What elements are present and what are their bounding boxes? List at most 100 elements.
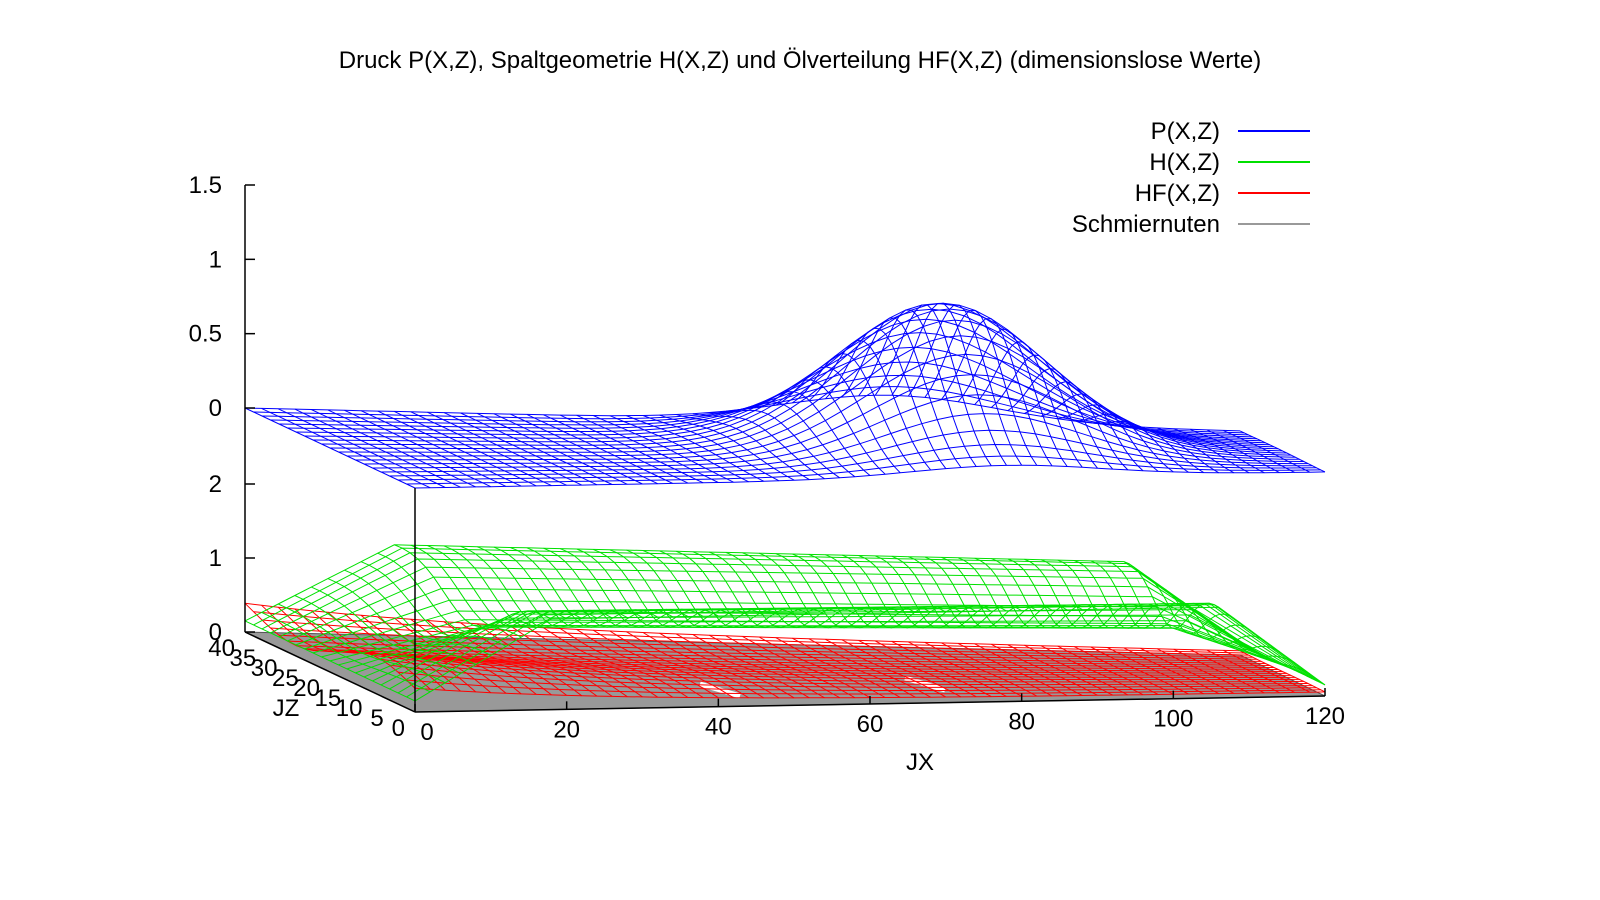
mesh-line [593, 415, 734, 483]
mesh-line [477, 546, 628, 628]
mesh-line [1074, 560, 1174, 629]
mesh-line [1190, 608, 1280, 653]
mesh-line [460, 412, 613, 485]
mesh-line [974, 643, 1083, 696]
mesh-line [526, 547, 674, 628]
mesh-line [526, 626, 674, 698]
x-axis-label: JX [906, 749, 934, 776]
mesh-line [991, 643, 1098, 696]
mesh-line [642, 415, 780, 482]
mesh-line [261, 407, 431, 489]
mesh-line [460, 622, 613, 697]
mesh-line [576, 628, 719, 699]
mesh-line [609, 415, 749, 483]
x-tick-label: 80 [1008, 708, 1035, 735]
mesh-line [1223, 649, 1311, 693]
mesh-line [924, 309, 1038, 466]
p-surface [244, 302, 1326, 489]
legend-label: H(X,Z) [1149, 149, 1220, 176]
mesh-line [360, 561, 522, 638]
mesh-line [327, 409, 492, 488]
mesh-line [1190, 428, 1280, 474]
mesh-line [974, 557, 1083, 629]
mesh-line [427, 545, 583, 628]
mesh-line [1223, 429, 1311, 473]
mesh-line [1107, 424, 1204, 474]
mesh-line [1123, 647, 1220, 695]
y-tick-label: 25 [272, 665, 299, 692]
mesh-line [1206, 429, 1295, 473]
mesh-line [1024, 558, 1129, 629]
mesh-line [957, 642, 1068, 697]
mesh-line [841, 317, 962, 468]
mesh-line [543, 627, 689, 698]
mesh-line [709, 409, 840, 479]
mesh-line [891, 640, 1007, 697]
mesh-line [659, 632, 795, 699]
legend-label: P(X,Z) [1151, 118, 1220, 145]
mesh-line [841, 639, 962, 698]
mesh-line [360, 410, 522, 487]
mesh-line [725, 401, 856, 478]
mesh-line [1007, 558, 1113, 629]
mesh-line [1007, 644, 1113, 696]
mesh-line [344, 409, 507, 487]
mesh-line [758, 552, 886, 629]
mesh-line [1173, 648, 1265, 694]
lower-z-ticks: 0 1 2 [209, 471, 255, 646]
mesh-line [1206, 619, 1295, 664]
y-tick-label: 10 [336, 695, 363, 722]
mesh-line [1107, 560, 1204, 629]
mesh-line [377, 410, 537, 487]
mesh-line [908, 641, 1022, 697]
mesh-line [493, 413, 643, 485]
mesh-line [1140, 647, 1235, 694]
y-tick-label: 40 [208, 635, 235, 662]
mesh-line [1140, 426, 1235, 474]
y-tick-label: 5 [370, 705, 383, 732]
mesh-line [410, 544, 567, 628]
x-tick-label: 60 [857, 711, 884, 738]
mesh-line [858, 309, 977, 467]
mesh-line [1239, 643, 1326, 686]
mesh-line [261, 611, 431, 693]
mesh-line [1156, 427, 1250, 474]
mesh-line [443, 621, 598, 697]
mesh-line [841, 554, 962, 629]
z-tick-label: 0 [209, 619, 222, 646]
y-axis-line [244, 631, 416, 713]
mesh-line [808, 553, 931, 629]
mesh-line [775, 553, 901, 629]
mesh-line [593, 548, 734, 628]
legend-label: Schmiernuten [1072, 211, 1220, 238]
mesh-line [1007, 367, 1114, 470]
mesh-line [675, 633, 810, 699]
x-tick-label: 100 [1153, 706, 1193, 733]
mesh-line [709, 551, 840, 629]
mesh-line [410, 411, 567, 486]
mesh-line [1040, 559, 1144, 629]
mesh-line [874, 640, 992, 698]
mesh-line [1123, 561, 1220, 629]
mesh-line [941, 642, 1053, 697]
mesh-line [941, 556, 1053, 629]
mesh-line [244, 407, 416, 489]
mesh-line [1107, 647, 1204, 695]
mesh-line [559, 628, 704, 699]
mesh-line [825, 327, 947, 469]
mesh-line [957, 557, 1068, 629]
mesh-line [725, 551, 856, 629]
groove-mark [699, 681, 741, 699]
mesh-line [858, 639, 977, 698]
mesh-line [990, 354, 1098, 469]
x-tick-label: 40 [705, 714, 732, 741]
mesh-line [1057, 645, 1159, 695]
mesh-line [709, 634, 840, 699]
mesh-line [576, 414, 719, 483]
mesh-line [775, 366, 901, 474]
mesh-line [874, 304, 992, 467]
mesh-line [1123, 425, 1220, 474]
mesh-line [891, 555, 1007, 629]
